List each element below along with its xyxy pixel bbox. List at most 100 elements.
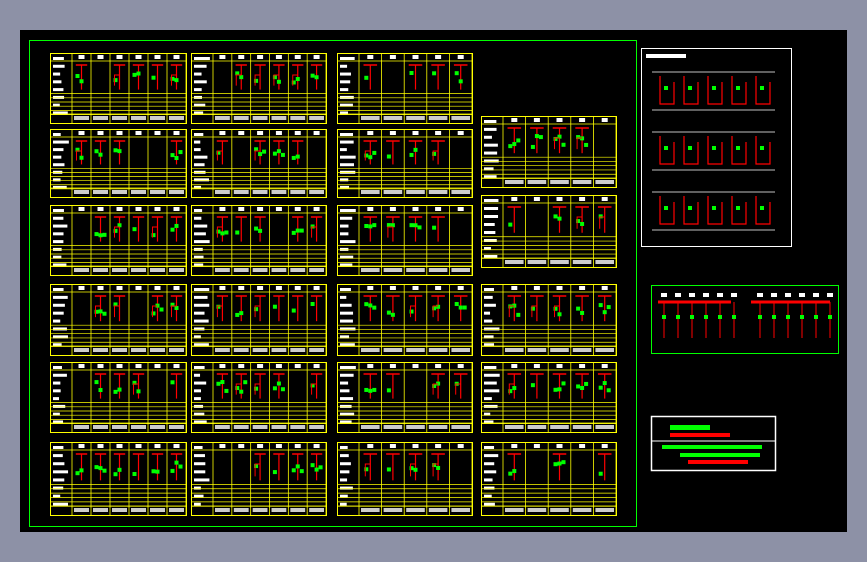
column-number — [154, 131, 161, 135]
switchgear-panel — [481, 116, 617, 188]
label-text-mark — [484, 239, 497, 242]
label-text-mark — [340, 303, 352, 307]
column-number — [116, 364, 123, 368]
drawing-frame — [29, 40, 637, 527]
device-symbol — [79, 468, 84, 473]
column-number — [511, 197, 518, 201]
column-name-text — [527, 425, 547, 429]
column-name-text — [451, 348, 470, 352]
device-symbol — [390, 223, 395, 228]
device-symbol — [98, 233, 103, 238]
device-symbol — [814, 315, 818, 319]
device-symbol — [113, 148, 118, 153]
column-name-text — [252, 348, 268, 352]
column-number — [116, 286, 123, 290]
panel-border — [481, 362, 617, 433]
device-symbol — [216, 150, 221, 155]
column-name-text — [271, 425, 287, 429]
column-name-text — [169, 508, 184, 512]
column-number — [154, 207, 161, 211]
device-symbol — [580, 310, 585, 315]
column-name-text — [252, 268, 268, 272]
column-number — [579, 286, 586, 290]
column-name-text — [215, 508, 230, 512]
label-text-mark — [194, 80, 207, 84]
device-symbol — [174, 156, 179, 161]
column-number — [556, 286, 563, 290]
device-symbol — [664, 86, 668, 90]
column-name-text — [309, 348, 324, 352]
device-symbol — [432, 225, 437, 230]
device-symbol — [239, 389, 244, 394]
label-text-mark — [484, 462, 495, 466]
device-symbol — [170, 380, 175, 385]
column-name-text — [290, 348, 306, 352]
switchgear-panel — [191, 53, 327, 124]
device-symbol — [174, 305, 179, 310]
label-text-mark — [53, 216, 64, 220]
column-number — [219, 207, 226, 211]
device-symbol — [239, 311, 244, 316]
switchgear-panel — [191, 129, 327, 198]
label-text-mark — [340, 88, 349, 92]
column-number — [135, 444, 142, 448]
branch-line — [254, 383, 261, 395]
column-number — [173, 444, 180, 448]
device-symbol — [75, 74, 80, 79]
device-symbol — [170, 76, 175, 81]
label-text-mark — [194, 404, 204, 408]
label-text-mark — [340, 470, 350, 474]
label-text-mark — [194, 57, 210, 60]
column-name-text — [215, 116, 230, 120]
label-text-mark — [484, 454, 499, 458]
column-number — [294, 364, 301, 368]
label-text-mark — [484, 478, 493, 482]
column-name-text — [406, 116, 425, 120]
column-name-text — [550, 508, 569, 512]
label-text-mark — [484, 175, 497, 179]
column-name-text — [572, 348, 592, 352]
device-symbol — [79, 155, 84, 160]
label-text-mark — [53, 224, 68, 228]
device-symbol — [151, 233, 156, 238]
diagram-box-busbar — [651, 285, 839, 354]
wiring-circuit — [659, 76, 675, 105]
column-name-text — [290, 190, 306, 194]
device-symbol — [508, 144, 513, 149]
label-text-mark — [53, 155, 62, 159]
label-text-mark — [53, 295, 68, 299]
wiring-circuit — [683, 76, 699, 105]
column-number — [556, 364, 563, 368]
column-name-text — [74, 348, 89, 352]
switchgear-panel — [191, 205, 327, 276]
device-symbol — [602, 381, 607, 386]
switchgear-panel — [337, 205, 473, 276]
device-symbol — [117, 467, 122, 472]
branch-line — [311, 383, 317, 395]
column-number — [511, 364, 518, 368]
label-text-mark — [484, 120, 497, 123]
column-number — [219, 131, 226, 135]
label-text-mark — [484, 143, 498, 147]
device-symbol — [718, 315, 722, 319]
label-text-mark — [194, 140, 201, 144]
device-symbol — [662, 315, 666, 319]
device-symbol — [299, 469, 304, 474]
switchgear-panel — [191, 362, 327, 433]
device-symbol — [295, 77, 300, 82]
device-symbol — [409, 309, 414, 314]
column-number — [389, 131, 396, 135]
column-number — [173, 364, 180, 368]
device-symbol — [364, 467, 369, 472]
label-text-mark — [53, 454, 63, 458]
column-name-text — [505, 260, 524, 264]
column-number — [435, 55, 442, 59]
column-name-text — [383, 508, 403, 512]
label-text-mark — [53, 232, 64, 236]
device-symbol — [553, 387, 558, 392]
wiring-group — [652, 131, 775, 171]
label-text-mark — [340, 178, 349, 182]
label-text-mark — [484, 199, 499, 202]
label-text-mark — [53, 404, 66, 408]
device-symbol — [132, 472, 137, 477]
